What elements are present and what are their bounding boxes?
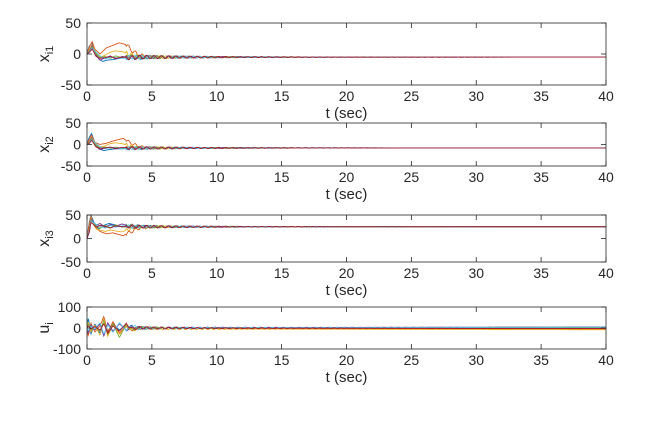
x-tick-label: 30 <box>468 352 484 368</box>
x-tick-label: 15 <box>274 352 290 368</box>
x-tick-label: 25 <box>404 265 420 281</box>
x-tick-label: 15 <box>274 265 290 281</box>
x-tick-label: 0 <box>83 169 91 185</box>
x-tick-label: 35 <box>533 88 549 104</box>
x-tick-label: 40 <box>598 88 614 104</box>
series-group <box>87 132 606 151</box>
x-tick-label: 30 <box>468 265 484 281</box>
x-tick-label: 5 <box>148 352 156 368</box>
x-tick-label: 35 <box>533 352 549 368</box>
x-axis-label: t (sec) <box>326 105 368 122</box>
x-tick-label: 35 <box>533 169 549 185</box>
x-tick-label: 10 <box>209 169 225 185</box>
x-axis-label: t (sec) <box>326 186 368 203</box>
x-tick-label: 35 <box>533 265 549 281</box>
y-axis-label: xi1 <box>36 46 56 63</box>
y-axis-label: xi3 <box>36 230 56 247</box>
y-tick-label: 50 <box>65 15 81 31</box>
x-axis-label: t (sec) <box>326 282 368 299</box>
x-tick-label: 40 <box>598 265 614 281</box>
y-tick-label: 50 <box>65 115 81 131</box>
series-group <box>87 215 606 239</box>
y-tick-label: -100 <box>53 341 81 357</box>
series-line <box>87 48 606 60</box>
y-tick-label: -50 <box>61 158 81 174</box>
x-tick-label: 5 <box>148 265 156 281</box>
series-line <box>87 322 606 335</box>
x-tick-label: 20 <box>339 352 355 368</box>
y-tick-label: 50 <box>65 207 81 223</box>
series-line <box>87 317 606 338</box>
series-group <box>87 315 606 338</box>
y-tick-label: 0 <box>73 320 81 336</box>
x-tick-label: 25 <box>404 352 420 368</box>
x-tick-label: 0 <box>83 352 91 368</box>
series-group <box>87 40 606 62</box>
series-line <box>87 139 606 150</box>
y-tick-label: 0 <box>73 46 81 62</box>
plot-area <box>87 23 606 85</box>
x-tick-label: 0 <box>83 88 91 104</box>
y-tick-label: 100 <box>58 299 82 315</box>
y-tick-label: -50 <box>61 254 81 270</box>
y-tick-label: 0 <box>73 137 81 153</box>
y-axis-label: xi2 <box>36 136 56 153</box>
x-tick-label: 15 <box>274 169 290 185</box>
x-tick-label: 5 <box>148 169 156 185</box>
y-tick-label: 0 <box>73 231 81 247</box>
x-tick-label: 40 <box>598 169 614 185</box>
x-axis-label: t (sec) <box>326 369 368 386</box>
x-tick-label: 10 <box>209 265 225 281</box>
x-tick-label: 5 <box>148 88 156 104</box>
x-tick-label: 0 <box>83 265 91 281</box>
x-tick-label: 25 <box>404 169 420 185</box>
series-line <box>87 322 606 335</box>
x-tick-label: 10 <box>209 88 225 104</box>
x-tick-label: 20 <box>339 88 355 104</box>
series-line <box>87 221 606 239</box>
x-tick-label: 25 <box>404 88 420 104</box>
x-tick-label: 15 <box>274 88 290 104</box>
plot-area <box>87 123 606 166</box>
y-axis-label: ui <box>36 322 56 333</box>
x-tick-label: 30 <box>468 169 484 185</box>
x-tick-label: 20 <box>339 265 355 281</box>
x-tick-label: 10 <box>209 352 225 368</box>
x-tick-label: 40 <box>598 352 614 368</box>
y-tick-label: -50 <box>61 77 81 93</box>
plot-area <box>87 215 606 262</box>
x-tick-label: 30 <box>468 88 484 104</box>
x-tick-label: 20 <box>339 169 355 185</box>
